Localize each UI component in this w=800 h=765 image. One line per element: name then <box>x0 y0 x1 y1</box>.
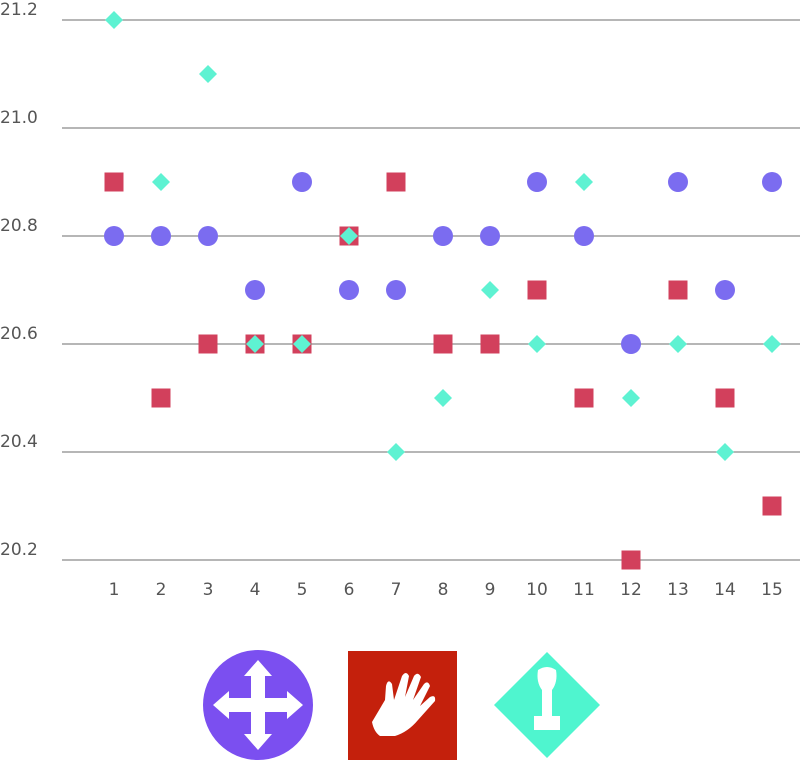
x-tick-label: 12 <box>620 580 642 600</box>
x-tick-label: 6 <box>344 580 355 600</box>
point-circle-2 <box>151 226 171 246</box>
y-tick-label: 20.8 <box>0 216 38 236</box>
point-circle-7 <box>386 280 406 300</box>
point-diamond-3 <box>199 65 217 83</box>
point-diamond-14 <box>716 443 734 461</box>
point-square-2 <box>151 388 171 408</box>
gridlines <box>62 19 800 561</box>
point-diamond-5 <box>293 335 311 353</box>
point-diamond-8 <box>434 389 452 407</box>
point-square-7 <box>386 172 406 192</box>
point-square-1 <box>104 172 124 192</box>
x-tick-label: 15 <box>761 580 783 600</box>
move-arrows-icon <box>213 660 303 750</box>
point-circle-9 <box>480 226 500 246</box>
point-circle-3 <box>198 226 218 246</box>
x-tick-label: 9 <box>485 580 496 600</box>
y-tick-label: 20.2 <box>0 540 38 560</box>
point-circle-4 <box>245 280 265 300</box>
point-square-13 <box>668 280 688 300</box>
x-tick-label: 8 <box>438 580 449 600</box>
point-square-11 <box>574 388 594 408</box>
point-square-3 <box>198 334 218 354</box>
x-tick-label: 2 <box>156 580 167 600</box>
hand-icon <box>372 673 436 736</box>
point-circle-5 <box>292 172 312 192</box>
y-tick-label: 20.6 <box>0 324 38 344</box>
point-circle-13 <box>668 172 688 192</box>
point-diamond-2 <box>152 173 170 191</box>
point-diamond-7 <box>387 443 405 461</box>
x-tick-label: 3 <box>203 580 214 600</box>
x-tick-label: 1 <box>109 580 120 600</box>
point-diamond-10 <box>528 335 546 353</box>
point-square-8 <box>433 334 453 354</box>
point-circle-10 <box>527 172 547 192</box>
point-circle-1 <box>104 226 124 246</box>
data-points <box>104 11 782 570</box>
point-diamond-12 <box>622 389 640 407</box>
point-diamond-15 <box>763 335 781 353</box>
point-circle-15 <box>762 172 782 192</box>
x-axis-ticks: 1 2 3 4 5 6 7 8 9 10 11 12 13 14 15 <box>109 580 783 600</box>
point-circle-12 <box>621 334 641 354</box>
x-tick-label: 14 <box>714 580 736 600</box>
legend-item-square <box>348 651 457 760</box>
legend-item-circle <box>203 650 313 760</box>
point-diamond-4 <box>246 335 264 353</box>
point-circle-11 <box>574 226 594 246</box>
x-tick-label: 13 <box>667 580 689 600</box>
x-tick-label: 11 <box>573 580 595 600</box>
point-diamond-11 <box>575 173 593 191</box>
y-tick-label: 21.0 <box>0 108 38 128</box>
point-circle-14 <box>715 280 735 300</box>
point-circle-8 <box>433 226 453 246</box>
point-diamond-1 <box>105 11 123 29</box>
point-square-12 <box>621 550 641 570</box>
y-axis-ticks: 20.2 20.4 20.6 20.8 21.0 21.2 <box>0 0 38 560</box>
point-diamond-13 <box>669 335 687 353</box>
point-square-9 <box>480 334 500 354</box>
point-square-15 <box>762 496 782 516</box>
x-tick-label: 4 <box>250 580 261 600</box>
point-diamond-6 <box>340 227 358 245</box>
x-tick-label: 10 <box>526 580 548 600</box>
x-tick-label: 7 <box>391 580 402 600</box>
stamp-icon <box>534 667 560 730</box>
point-circle-6 <box>339 280 359 300</box>
point-square-10 <box>527 280 547 300</box>
legend-item-diamond <box>494 652 600 758</box>
y-tick-label: 21.2 <box>0 0 38 20</box>
point-square-14 <box>715 388 735 408</box>
x-tick-label: 5 <box>297 580 308 600</box>
legend <box>203 650 600 760</box>
y-tick-label: 20.4 <box>0 432 38 452</box>
point-diamond-9 <box>481 281 499 299</box>
